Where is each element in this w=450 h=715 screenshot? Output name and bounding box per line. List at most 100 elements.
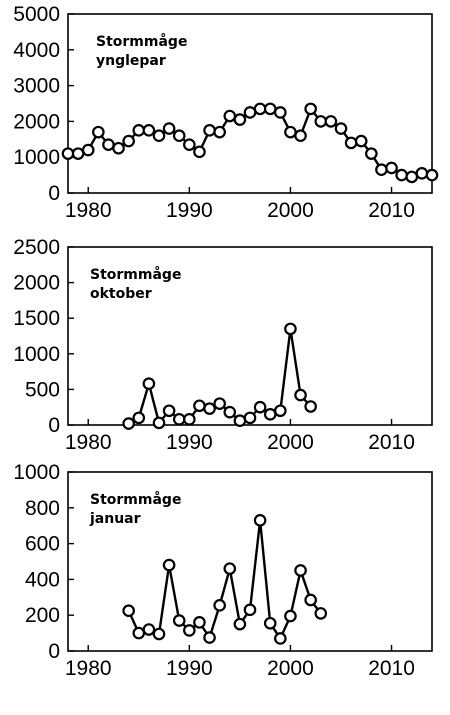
- data-point-oktober: [274, 404, 287, 418]
- plot-frame-ynglepar: [67, 13, 433, 194]
- data-point-ynglepar: [203, 124, 216, 137]
- data-point-oktober: [223, 405, 237, 419]
- y-tick-label-ynglepar: 0: [48, 182, 60, 205]
- chart-panel-januar: 0 200 400 600 800 1000 1980 1990 2000 2010 Stormmå…: [13, 461, 433, 680]
- data-point-oktober: [284, 322, 297, 336]
- data-point-januar: [274, 632, 287, 645]
- panel-title-oktober: oktober: [90, 286, 152, 302]
- data-point-ynglepar: [112, 141, 125, 155]
- y-tick-label-januar: 400: [25, 568, 60, 591]
- data-point-oktober: [172, 413, 186, 426]
- data-point-januar: [203, 631, 216, 644]
- data-point-januar: [172, 614, 186, 627]
- data-point-ynglepar: [122, 134, 135, 148]
- x-tick-label-januar: 2000: [267, 657, 314, 680]
- y-tick-label-oktober: 1500: [13, 307, 60, 330]
- y-tick-label-oktober: 2500: [13, 236, 60, 259]
- data-point-ynglepar: [193, 145, 206, 159]
- data-point-ynglepar: [132, 124, 146, 137]
- data-point-oktober: [132, 411, 146, 425]
- data-point-oktober: [122, 417, 135, 430]
- data-point-oktober: [193, 399, 206, 413]
- panel-title-januar: Stormmåge: [90, 491, 181, 508]
- data-point-ynglepar: [294, 129, 307, 143]
- x-tick-label-ynglepar: 1990: [166, 199, 213, 222]
- data-point-oktober: [263, 408, 277, 421]
- data-point-ynglepar: [142, 124, 156, 137]
- data-point-ynglepar: [102, 138, 115, 151]
- data-point-oktober: [294, 388, 307, 402]
- data-point-ynglepar: [375, 163, 388, 177]
- data-point-oktober: [142, 377, 156, 391]
- data-point-januar: [223, 562, 237, 575]
- chart-panel-oktober: 0 500 1000 1500 2000 2500 1980 1990 2000 2010 Stor…: [13, 236, 433, 454]
- data-point-januar: [284, 609, 297, 623]
- panel-title-oktober: Stormmåge: [90, 266, 181, 283]
- x-tick-label-oktober: 1980: [65, 431, 112, 454]
- data-point-januar: [193, 616, 206, 629]
- data-point-ynglepar: [385, 161, 398, 175]
- x-tick-label-ynglepar: 2000: [267, 199, 314, 222]
- y-tick-label-januar: 600: [25, 533, 60, 556]
- plot-frame-januar: [67, 471, 433, 652]
- data-point-januar: [132, 626, 146, 640]
- data-point-januar: [263, 616, 277, 630]
- x-tick-label-oktober: 2010: [368, 431, 415, 454]
- data-point-oktober: [243, 411, 257, 425]
- y-tick-label-januar: 800: [25, 497, 60, 520]
- x-tick-label-januar: 1980: [65, 657, 112, 680]
- data-point-ynglepar: [81, 143, 95, 157]
- data-point-ynglepar: [162, 122, 176, 135]
- x-tick-label-januar: 1990: [166, 657, 213, 680]
- data-point-ynglepar: [152, 129, 166, 143]
- data-point-ynglepar: [314, 115, 328, 128]
- data-point-januar: [183, 624, 196, 637]
- data-point-ynglepar: [334, 122, 348, 135]
- data-point-ynglepar: [263, 102, 277, 116]
- data-point-ynglepar: [243, 106, 257, 119]
- y-tick-label-oktober: 0: [48, 414, 60, 437]
- x-tick-label-ynglepar: 2010: [368, 199, 415, 222]
- y-tick-label-januar: 200: [25, 604, 60, 627]
- data-point-ynglepar: [233, 113, 247, 126]
- data-point-ynglepar: [415, 167, 429, 180]
- data-point-ynglepar: [223, 109, 237, 123]
- data-point-oktober: [152, 416, 166, 430]
- data-point-ynglepar: [344, 136, 358, 150]
- data-point-oktober: [203, 402, 216, 415]
- data-point-januar: [152, 627, 166, 641]
- x-tick-label-oktober: 1990: [166, 431, 213, 454]
- data-point-oktober: [233, 414, 247, 428]
- data-point-oktober: [162, 404, 176, 418]
- data-point-oktober: [253, 400, 267, 414]
- plot-frame-oktober: [67, 246, 433, 426]
- y-tick-label-ynglepar: 2000: [13, 110, 60, 133]
- y-tick-label-oktober: 2000: [13, 272, 60, 295]
- data-point-oktober: [183, 413, 196, 426]
- y-tick-label-oktober: 1000: [13, 343, 60, 366]
- y-tick-label-ynglepar: 5000: [13, 3, 60, 26]
- data-point-januar: [243, 603, 257, 617]
- data-point-januar: [142, 623, 156, 636]
- data-point-ynglepar: [253, 102, 267, 116]
- chart-panel-ynglepar: 0 1000 2000 3000 4000 5000 1980 1990 2000 2010 Sto…: [13, 3, 439, 222]
- data-point-ynglepar: [172, 129, 186, 143]
- panel-title-ynglepar: ynglepar: [96, 53, 166, 69]
- data-point-januar: [122, 604, 135, 618]
- data-point-ynglepar: [183, 138, 196, 151]
- data-point-januar: [304, 593, 317, 607]
- data-point-ynglepar: [324, 115, 338, 128]
- data-point-januar: [314, 607, 328, 620]
- y-tick-label-ynglepar: 1000: [13, 146, 60, 169]
- x-tick-label-oktober: 2000: [267, 431, 314, 454]
- y-tick-label-ynglepar: 3000: [13, 75, 60, 98]
- data-point-oktober: [304, 400, 317, 413]
- data-point-oktober: [213, 397, 226, 410]
- data-point-januar: [213, 599, 226, 612]
- y-tick-label-oktober: 500: [25, 378, 60, 401]
- data-point-ynglepar: [365, 147, 378, 160]
- data-point-januar: [233, 617, 247, 631]
- data-point-ynglepar: [213, 125, 226, 139]
- data-point-januar: [294, 564, 307, 577]
